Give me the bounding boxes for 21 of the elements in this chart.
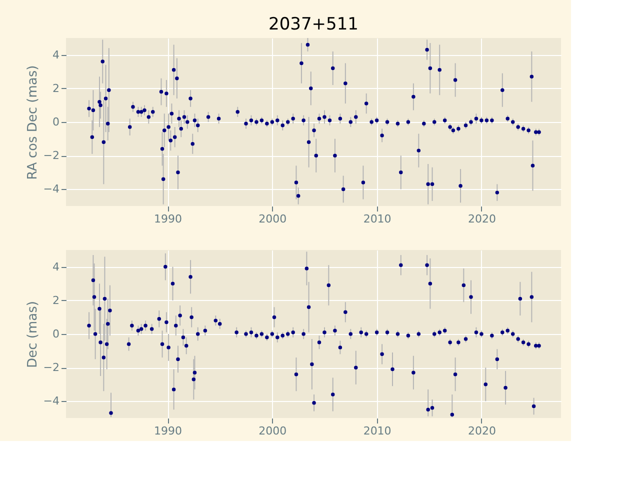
y-tick-label: 2 xyxy=(52,82,60,95)
y-tick-label: −2 xyxy=(43,149,60,162)
x-tick-label: 2020 xyxy=(468,212,496,226)
y-tick-label: 4 xyxy=(52,48,60,62)
x-tick-label: 1990 xyxy=(154,424,182,438)
y-tick-label: −4 xyxy=(43,182,60,196)
x-tick-label: 2020 xyxy=(468,424,496,438)
y-axis-title: RA cos Dec (mas) xyxy=(25,65,40,180)
x-tick-label: 2000 xyxy=(258,212,287,226)
y-tick-label: 0 xyxy=(52,116,60,128)
y-axis-title: Dec (mas) xyxy=(25,301,40,368)
y-tick-label: 4 xyxy=(52,260,60,274)
y-tick-label: −2 xyxy=(43,361,60,374)
chart-title: 2037+511 xyxy=(268,14,358,34)
y-tick-label: 2 xyxy=(52,294,60,307)
x-tick-label: 2010 xyxy=(363,424,392,438)
x-tick-label: 2000 xyxy=(258,424,287,438)
x-tick-label: 1990 xyxy=(154,212,182,226)
y-tick-label: −4 xyxy=(43,394,60,408)
x-tick-label: 2010 xyxy=(363,212,392,226)
y-tick-label: 0 xyxy=(52,328,60,340)
